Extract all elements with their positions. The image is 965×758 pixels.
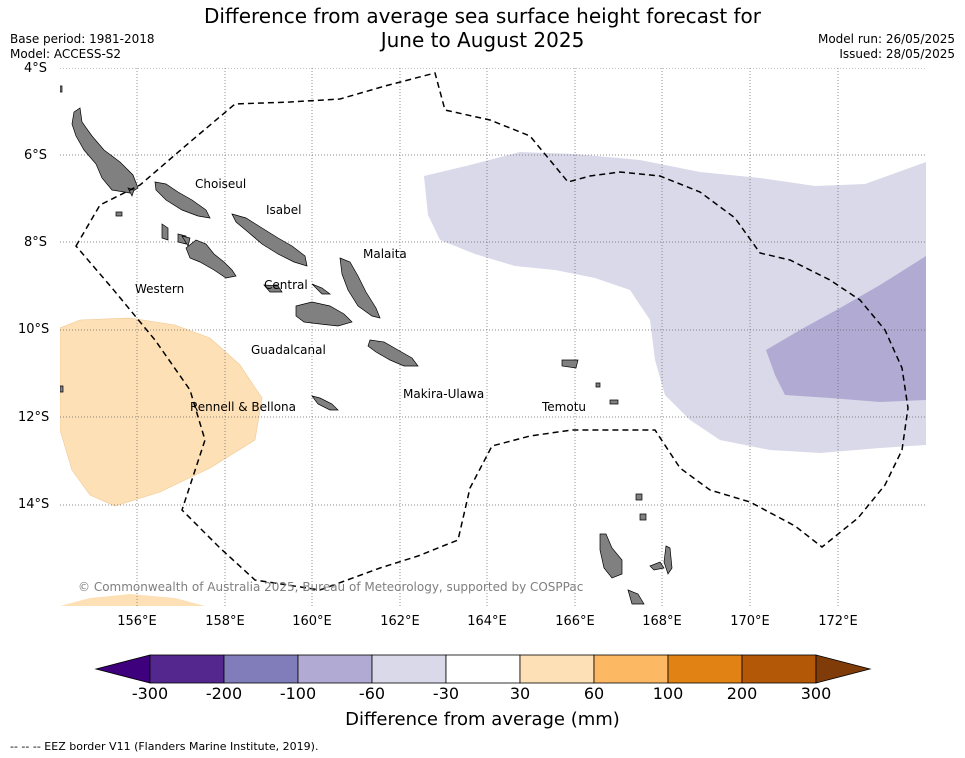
place-makira-ulawa: Makira-Ulawa [403, 387, 485, 401]
place-choiseul: Choiseul [195, 177, 247, 191]
island-malekula [627, 589, 645, 605]
colorbar-arrow-low [94, 654, 151, 684]
lat-label-14s: 14°S [18, 497, 50, 512]
lat-label-4s: 4°S [24, 61, 48, 76]
lon-label-168e: 168°E [642, 614, 682, 629]
island-temotu-small [609, 399, 619, 405]
island-florida [263, 284, 283, 293]
lat-label-10s: 10°S [18, 322, 50, 337]
anomaly-fill-light-orange [60, 317, 263, 507]
map-canvas [60, 68, 926, 606]
model-name: Model: ACCESS-S2 [10, 47, 122, 61]
colorbar-bin [593, 654, 669, 684]
graticule [60, 68, 926, 606]
colorbar-tick-label: -30 [432, 684, 460, 703]
colorbar-tick-label: 30 [509, 684, 531, 703]
place-western: Western [135, 282, 185, 296]
island-russell [311, 283, 332, 295]
eez-border [75, 72, 909, 591]
island-nw-edge [60, 85, 63, 93]
land [60, 85, 673, 605]
colorbar-tick-label: -60 [358, 684, 386, 703]
lon-label-172e: 172°E [818, 614, 858, 629]
island-vella [161, 223, 169, 241]
lon-label-162e: 162°E [380, 614, 420, 629]
island-santa-cruz [561, 359, 579, 369]
colorbar-tick-label: 60 [583, 684, 605, 703]
lat-label-8s: 8°S [24, 235, 48, 250]
eez-footnote: -- -- -- EEZ border V11 (Flanders Marine… [10, 740, 319, 753]
island-banks [639, 513, 647, 521]
title-line-2: June to August 2025 [380, 28, 585, 52]
colorbar-label: Difference from average (mm) [345, 709, 620, 730]
lat-label-12s: 12°S [18, 410, 50, 425]
island-shortland [115, 211, 123, 217]
island-maewo [663, 545, 673, 575]
place-guadalcanal: Guadalcanal [251, 343, 326, 357]
island-isabel [231, 213, 308, 267]
colorbar-tick-label: 200 [726, 684, 758, 703]
colorbar-bin [297, 654, 373, 684]
issued-date: Issued: 28/05/2025 [839, 47, 955, 61]
base-period: Base period: 1981-2018 [10, 32, 155, 46]
colorbar-tick-label: 300 [800, 684, 832, 703]
island-small-2 [181, 235, 191, 247]
island-torres [635, 493, 643, 501]
colorbar-bin [371, 654, 447, 684]
lon-label-164e: 164°E [467, 614, 507, 629]
map-title: Difference from average sea surface heig… [0, 4, 965, 52]
place-malaita: Malaita [363, 247, 407, 261]
colorbar-bin [741, 654, 817, 684]
colorbar-bin [445, 654, 521, 684]
island-vanikoro [595, 382, 601, 388]
island-new-georgia [185, 239, 237, 279]
colorbar [94, 654, 872, 684]
copyright-notice: © Commonwealth of Australia 2025, Bureau… [78, 580, 584, 594]
map-area [60, 68, 926, 606]
island-bougainville [71, 107, 139, 194]
island-espiritu-santo [599, 533, 623, 579]
island-malaita [339, 257, 381, 319]
colorbar-arrow-high [815, 654, 872, 684]
lon-label-158e: 158°E [205, 614, 245, 629]
colorbar-bin [223, 654, 299, 684]
island-ambae [649, 561, 665, 571]
colorbar-tick-label: -100 [279, 684, 317, 703]
model-run: Model run: 26/05/2025 [817, 32, 955, 46]
place-temotu: Temotu [542, 400, 587, 414]
colorbar-bin [519, 654, 595, 684]
colorbar-tick-label: -300 [131, 684, 169, 703]
meta-left: Base period: 1981-2018 Model: ACCESS-S2 [10, 32, 155, 62]
anomaly-fill-mid-purple [766, 256, 926, 402]
colorbar-tick-label: 100 [652, 684, 684, 703]
island-guadalcanal [295, 301, 353, 327]
lon-label-166e: 166°E [555, 614, 595, 629]
anomaly-fill-light-orange-south [60, 594, 205, 606]
meta-right: Model run: 26/05/2025 Issued: 28/05/2025 [818, 32, 955, 62]
lon-label-170e: 170°E [730, 614, 770, 629]
place-rennell-bellona: Rennell & Bellona [190, 400, 297, 414]
island-choiseul [154, 181, 211, 219]
lat-label-6s: 6°S [24, 148, 48, 163]
island-west-edge [60, 385, 64, 393]
lon-label-156e: 156°E [117, 614, 157, 629]
place-central: Central [264, 278, 308, 292]
colorbar-bin [667, 654, 743, 684]
colorbar-tick-label: -200 [205, 684, 243, 703]
island-makira [367, 339, 419, 367]
colorbar-bin [149, 654, 225, 684]
lon-label-160e: 160°E [292, 614, 332, 629]
island-rennell [311, 395, 339, 411]
title-line-1: Difference from average sea surface heig… [203, 4, 762, 28]
place-isabel: Isabel [266, 203, 302, 217]
